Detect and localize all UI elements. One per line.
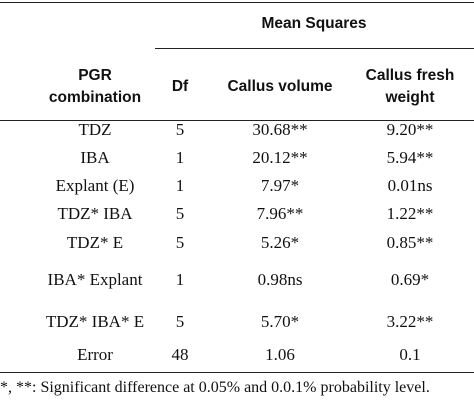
row-label: TDZ — [78, 120, 112, 139]
cell: 0.98ns — [257, 270, 303, 289]
cell: 48 — [171, 345, 189, 364]
cell: 20.12** — [252, 148, 308, 167]
cell: 7.97* — [260, 176, 300, 195]
row-label: TDZ* IBA — [57, 204, 133, 223]
column-header: Df — [171, 78, 189, 95]
cell: 30.68** — [252, 120, 308, 139]
top-rule — [0, 2, 474, 3]
column-header: Callus volume — [227, 78, 333, 95]
cell: 5 — [175, 204, 185, 223]
group-rule — [155, 48, 474, 49]
cell: 1 — [175, 176, 185, 195]
row-label: Explant (E) — [55, 176, 135, 195]
cell: 1 — [175, 270, 185, 289]
cell: 0.1 — [399, 345, 421, 364]
cell: 0.01ns — [387, 176, 433, 195]
cell: 5 — [175, 312, 185, 331]
group-header: Mean Squares — [261, 15, 367, 32]
column-header: Callus fresh weight — [365, 67, 455, 106]
row-label: Error — [77, 345, 113, 364]
cell: 5.26* — [260, 233, 300, 252]
header-rule — [0, 120, 474, 121]
cell: 1.06 — [265, 345, 295, 364]
column-header: PGR combination — [48, 67, 142, 106]
cell: 3.22** — [386, 312, 434, 331]
cell: 5.70* — [260, 312, 300, 331]
cell: 0.85** — [386, 233, 434, 252]
row-label: TDZ* E — [66, 233, 124, 252]
row-label: TDZ* IBA* E — [45, 312, 145, 331]
cell: 1.22** — [386, 204, 434, 223]
row-label: IBA* Explant — [47, 270, 143, 289]
footnote: *, **: Significant difference at 0.05% a… — [0, 379, 430, 396]
cell: 9.20** — [386, 120, 434, 139]
cell: 7.96** — [256, 204, 304, 223]
bottom-rule — [0, 372, 474, 373]
cell: 0.69* — [390, 270, 430, 289]
row-label: IBA — [80, 148, 110, 167]
cell: 5.94** — [386, 148, 434, 167]
cell: 5 — [175, 233, 185, 252]
cell: 5 — [175, 120, 185, 139]
cell: 1 — [175, 148, 185, 167]
